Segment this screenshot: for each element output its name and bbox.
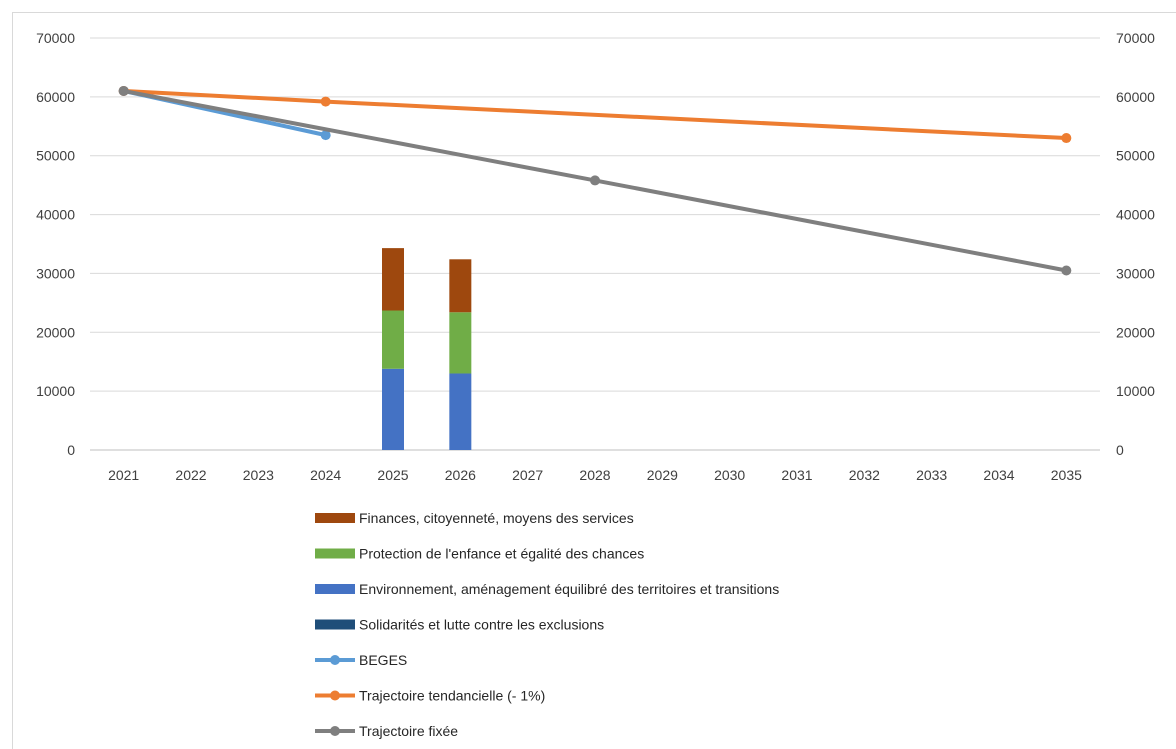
legend-swatch bbox=[315, 619, 355, 630]
y-tick-label-right: 0 bbox=[1116, 442, 1124, 458]
y-tick-label-right: 10000 bbox=[1116, 383, 1155, 399]
y-tick-label-right: 40000 bbox=[1116, 207, 1155, 223]
legend-swatch bbox=[315, 513, 355, 523]
y-tick-label-right: 60000 bbox=[1116, 89, 1155, 105]
y-tick-label-right: 30000 bbox=[1116, 265, 1155, 281]
legend-label: Protection de l'enfance et égalité des c… bbox=[359, 546, 644, 562]
legend-swatch bbox=[315, 548, 355, 559]
y-tick-label-left: 0 bbox=[67, 442, 75, 458]
y-tick-label-left: 10000 bbox=[36, 383, 75, 399]
x-tick-label: 2028 bbox=[579, 467, 610, 483]
y-axis-left: 70000 60000 50000 40000 30000 20000 10000 0 bbox=[36, 30, 75, 458]
legend-label: Environnement, aménagement équilibré des… bbox=[359, 581, 779, 597]
y-tick-label-right: 70000 bbox=[1116, 30, 1155, 46]
bar-segment bbox=[449, 312, 472, 374]
x-tick-label: 2025 bbox=[377, 467, 408, 483]
x-tick-label: 2024 bbox=[310, 467, 341, 483]
x-tick-label: 2021 bbox=[108, 467, 139, 483]
legend-label: Finances, citoyenneté, moyens des servic… bbox=[359, 510, 634, 526]
series-point bbox=[590, 175, 600, 186]
y-tick-label-left: 70000 bbox=[36, 30, 75, 46]
bar-segment bbox=[382, 310, 404, 369]
y-tick-label-left: 20000 bbox=[36, 324, 75, 340]
y-tick-label-left: 30000 bbox=[36, 265, 75, 281]
x-tick-label: 2032 bbox=[849, 467, 880, 483]
series-point bbox=[1061, 265, 1072, 276]
gridlines bbox=[90, 37, 1100, 451]
bars bbox=[382, 248, 472, 450]
legend-marker bbox=[330, 690, 340, 701]
x-tick-label: 2031 bbox=[781, 467, 812, 483]
series-point bbox=[320, 96, 331, 107]
series-point bbox=[118, 85, 129, 96]
bar-segment bbox=[382, 368, 404, 450]
x-tick-label: 2027 bbox=[512, 467, 543, 483]
legend-label: Trajectoire fixée bbox=[359, 723, 458, 739]
y-tick-label-right: 20000 bbox=[1116, 324, 1155, 340]
y-axis-right: 70000 60000 50000 40000 30000 20000 10000 0 bbox=[1116, 30, 1155, 458]
y-tick-label-left: 50000 bbox=[36, 148, 75, 164]
bar-segment bbox=[449, 373, 472, 450]
chart-frame bbox=[12, 12, 1176, 749]
bar-segment bbox=[382, 248, 404, 311]
series-point bbox=[320, 130, 331, 141]
y-tick-label-left: 60000 bbox=[36, 89, 75, 105]
legend-label: BEGES bbox=[359, 652, 407, 668]
series-point bbox=[1061, 133, 1072, 144]
bar-segment bbox=[449, 259, 472, 313]
x-tick-label: 2026 bbox=[445, 467, 476, 483]
y-tick-label-right: 50000 bbox=[1116, 148, 1155, 164]
legend-label: Solidarités et lutte contre les exclusio… bbox=[359, 617, 604, 633]
legend-swatch bbox=[315, 584, 355, 594]
x-tick-label: 2035 bbox=[1051, 467, 1082, 483]
legend: Finances, citoyenneté, moyens des servic… bbox=[315, 510, 779, 739]
legend-marker bbox=[330, 726, 340, 736]
lines bbox=[118, 85, 1072, 276]
series-line bbox=[121, 88, 1069, 141]
x-tick-label: 2033 bbox=[916, 467, 947, 483]
y-tick-label-left: 40000 bbox=[36, 207, 75, 223]
legend-marker bbox=[330, 655, 340, 665]
x-axis: 2021 2022 2023 2024 2025 2026 2027 2028 2029 2030… bbox=[108, 467, 1082, 483]
x-tick-label: 2029 bbox=[647, 467, 678, 483]
x-tick-label: 2030 bbox=[714, 467, 745, 483]
x-tick-label: 2034 bbox=[983, 467, 1014, 483]
x-tick-label: 2023 bbox=[243, 467, 274, 483]
x-tick-label: 2022 bbox=[175, 467, 206, 483]
legend-label: Trajectoire tendancielle (- 1%) bbox=[359, 688, 545, 704]
